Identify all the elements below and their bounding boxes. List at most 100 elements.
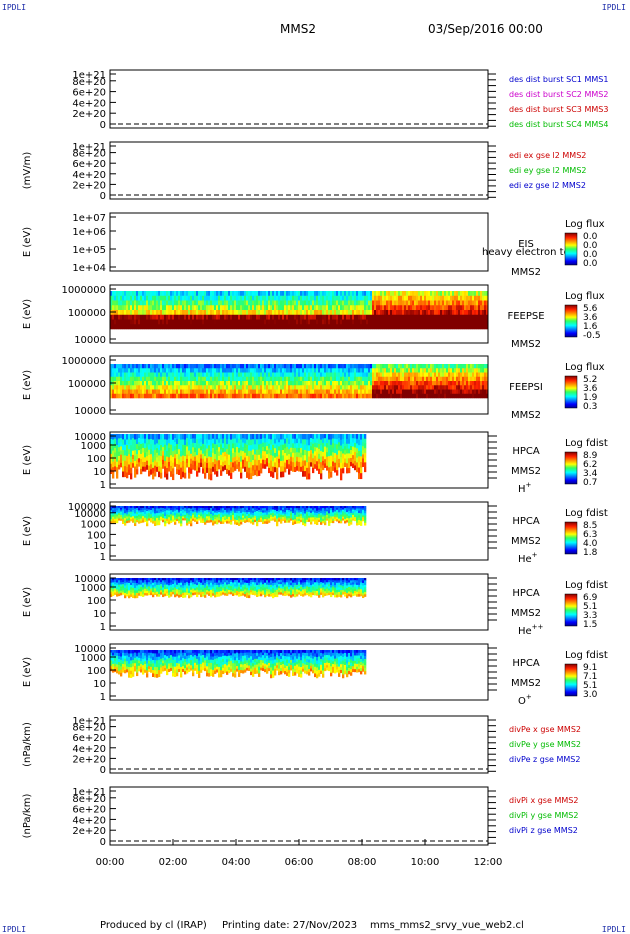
spectrogram-cell [122, 364, 125, 369]
spectrogram-cell [236, 455, 239, 461]
spectrogram-cell [188, 506, 191, 509]
spectrogram-cell [302, 465, 305, 472]
spectrogram-cell [470, 385, 473, 390]
spectrogram-cell [254, 459, 257, 465]
spectrogram-cell [414, 385, 417, 390]
spectrogram-cell [266, 364, 269, 369]
spectrogram-cell [144, 452, 147, 458]
spectrogram-cell [412, 324, 415, 330]
spectrogram-cell [162, 319, 165, 325]
spectrogram-cell [274, 462, 277, 468]
spectrogram-cell [186, 372, 189, 378]
spectrogram-cell [318, 319, 321, 325]
spectrogram-cell [462, 305, 465, 311]
spectrogram-cell [386, 314, 389, 320]
spectrogram-cell [236, 510, 239, 514]
spectrogram-cell [154, 372, 157, 378]
spectrogram-cell [180, 450, 183, 457]
spectrogram-cell [456, 314, 459, 320]
spectrogram-cell [166, 516, 169, 520]
spectrogram-cell [436, 389, 439, 395]
spectrogram-cell [238, 310, 241, 316]
spectrogram-cell [130, 393, 133, 399]
spectrogram-cell [430, 314, 433, 320]
spectrogram-cell [306, 364, 309, 369]
spectrogram-cell [144, 314, 147, 320]
spectrogram-cell [354, 295, 357, 301]
spectrogram-cell [164, 510, 167, 514]
spectrogram-cell [316, 364, 319, 369]
spectrogram-cell [274, 314, 277, 320]
spectrogram-cell [180, 389, 183, 395]
spectrogram-cell [434, 368, 437, 373]
spectrogram-cell [354, 460, 357, 466]
spectrogram-cell [422, 368, 425, 373]
spectrogram-cell [334, 305, 337, 311]
spectrogram-cell [344, 434, 347, 439]
spectrogram-cell [392, 319, 395, 325]
spectrogram-cell [356, 364, 359, 369]
spectrogram-cell [252, 376, 255, 382]
spectrogram-cell [324, 305, 327, 311]
spectrogram-cell [342, 324, 345, 330]
spectrogram-cell [442, 376, 445, 382]
spectrogram-cell [256, 300, 259, 306]
spectrogram-cell [352, 455, 355, 460]
spectrogram-cell [390, 319, 393, 325]
spectrogram-cell [192, 515, 195, 518]
spectrogram-cell [168, 314, 171, 320]
spectrogram-cell [210, 516, 213, 519]
spectrogram-cell [148, 455, 151, 461]
spectrogram-cell [358, 291, 361, 297]
spectrogram-cell [212, 300, 215, 306]
spectrogram-cell [198, 462, 201, 468]
spectrogram-cell [180, 473, 183, 480]
spectrogram-cell [248, 514, 251, 517]
spectrogram-cell [362, 446, 365, 451]
spectrogram-cell [274, 513, 277, 516]
spectrogram-cell [296, 368, 299, 373]
spectrogram-cell [300, 376, 303, 382]
date-title: 03/Sep/2016 00:00 [428, 22, 543, 36]
spectrogram-cell [114, 514, 117, 517]
spectrogram-cell [292, 314, 295, 320]
spectrogram-cell [482, 372, 485, 378]
spectrogram-cell [220, 508, 223, 511]
spectrogram-cell [292, 393, 295, 399]
spectrogram-cell [376, 324, 379, 330]
spectrogram-cell [128, 389, 131, 395]
spectrogram-cell [198, 453, 201, 459]
spectrogram-cell [120, 305, 123, 311]
spectrogram-cell [140, 295, 143, 301]
spectrogram-cell [126, 300, 129, 306]
spectrogram-cell [148, 444, 151, 451]
spectrogram-cell [234, 517, 237, 520]
spectrogram-cell [230, 389, 233, 395]
spectrogram-cell [224, 385, 227, 390]
spectrogram-cell [286, 324, 289, 330]
spectrogram-cell [284, 314, 287, 320]
spectrogram-cell [288, 310, 291, 316]
spectrogram-cell [474, 310, 477, 316]
spectrogram-cell [308, 393, 311, 399]
spectrogram-cell [382, 368, 385, 373]
spectrogram-cell [130, 434, 133, 440]
spectrogram-cell [438, 389, 441, 395]
spectrogram-cell [404, 310, 407, 316]
spectrogram-cell [234, 295, 237, 301]
spectrogram-cell [116, 472, 119, 479]
spectrogram-cell [422, 376, 425, 382]
spectrogram-cell [266, 372, 269, 378]
spectrogram-cell [256, 439, 259, 445]
spectrogram-cell [188, 434, 191, 440]
spectrogram-cell [486, 305, 489, 311]
spectrogram-cell [486, 310, 489, 316]
spectrogram-cell [288, 454, 291, 460]
spectrogram-cell [226, 438, 229, 445]
spectrogram-cell [242, 324, 245, 330]
spectrogram-cell [144, 443, 147, 449]
spectrogram-cell [162, 376, 165, 382]
spectrogram-cell [304, 389, 307, 395]
spectrogram-cell [384, 381, 387, 386]
spectrogram-cell [284, 508, 287, 511]
